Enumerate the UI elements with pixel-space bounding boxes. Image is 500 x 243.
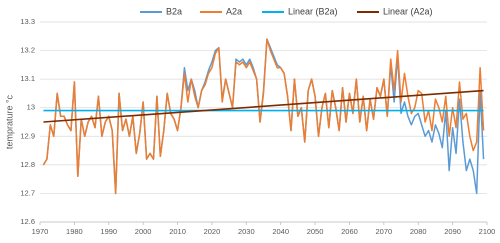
x-tick-label: 2060 xyxy=(341,227,358,236)
x-tick-label: 1980 xyxy=(66,227,83,236)
x-tick-label: 2070 xyxy=(376,227,393,236)
series-line xyxy=(43,89,484,123)
x-tick-label: 2010 xyxy=(169,227,186,236)
y-axis-label: temprature °c xyxy=(4,94,14,149)
x-tick-label: 2080 xyxy=(410,227,427,236)
y-tick-label: 13.2 xyxy=(20,46,35,55)
x-tick-label: 2050 xyxy=(307,227,324,236)
y-tick-label: 12.7 xyxy=(20,188,35,197)
y-tick-label: 13.3 xyxy=(20,17,35,26)
legend-label: Linear (A2a) xyxy=(383,6,433,16)
x-tick-label: 2000 xyxy=(135,227,152,236)
y-tick-label: 13 xyxy=(27,103,35,112)
legend-label: A2a xyxy=(226,6,242,16)
y-tick-label: 12.6 xyxy=(20,217,35,226)
x-tick-label: 2100 xyxy=(479,227,496,236)
legend: B2a A2a Linear (B2a) Linear (A2a) xyxy=(140,6,433,16)
x-tick-label: 1990 xyxy=(100,227,117,236)
x-tick-label: 2020 xyxy=(204,227,221,236)
legend-label: Linear (B2a) xyxy=(288,6,338,16)
x-tick-label: 2040 xyxy=(272,227,289,236)
y-tick-label: 12.8 xyxy=(20,160,35,169)
series-line xyxy=(42,38,485,195)
y-tick-label: 13.1 xyxy=(20,74,35,83)
legend-label: B2a xyxy=(166,6,182,16)
x-tick-label: 2030 xyxy=(238,227,255,236)
y-tick-label: 12.9 xyxy=(20,131,35,140)
x-tick-label: 2090 xyxy=(444,227,461,236)
x-tick-label: 1970 xyxy=(32,227,49,236)
